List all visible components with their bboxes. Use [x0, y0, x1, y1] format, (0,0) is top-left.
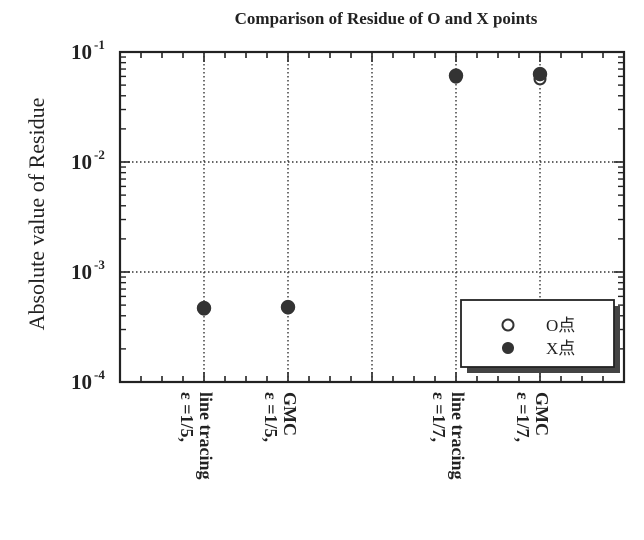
x-point-marker — [280, 299, 296, 315]
legend: O点 X点 — [460, 299, 620, 373]
x-tick-label: ε =1/5, — [261, 392, 281, 442]
y-tick-label: 10 — [71, 150, 92, 174]
x-point-marker — [532, 66, 548, 82]
plot-frame — [118, 50, 626, 384]
x-tick-label: GMC — [280, 392, 300, 436]
x-point-marker — [448, 68, 464, 83]
y-tick-exponent: -4 — [94, 367, 105, 382]
y-tick-label: 10 — [71, 370, 92, 394]
y-tick-label: 10 — [71, 260, 92, 284]
y-tick-label: 10 — [71, 40, 92, 64]
y-tick-exponent: -2 — [94, 147, 105, 162]
legend-label-o: O点 — [546, 316, 575, 335]
y-tick-labels: 10-410-310-210-1 — [71, 37, 105, 394]
x-tick-label: line tracing — [448, 392, 468, 480]
x-tick-label: ε =1/7, — [513, 392, 533, 442]
x-tick-label: GMC — [532, 392, 552, 436]
y-axis-label: Absolute value of Residue — [24, 98, 49, 331]
legend-open-circle-marker — [501, 318, 515, 332]
chart-title: Comparison of Residue of O and X points — [235, 9, 538, 28]
grid-lines — [120, 52, 624, 382]
x-tick-label: ε =1/7, — [429, 392, 449, 442]
legend-label-x: X点 — [546, 339, 575, 358]
x-tick-label: ε =1/5, — [177, 392, 197, 442]
x-tick-labels: ε =1/5, line tracing ε =1/5, GMC ε =1/7, line… — [177, 392, 552, 480]
data-points — [196, 66, 548, 316]
x-tick-label: line tracing — [196, 392, 216, 480]
legend-filled-circle-marker — [502, 342, 514, 354]
y-tick-exponent: -3 — [94, 257, 105, 272]
x-point-marker — [196, 300, 212, 316]
legend-box — [460, 299, 615, 368]
y-tick-exponent: -1 — [94, 37, 105, 52]
